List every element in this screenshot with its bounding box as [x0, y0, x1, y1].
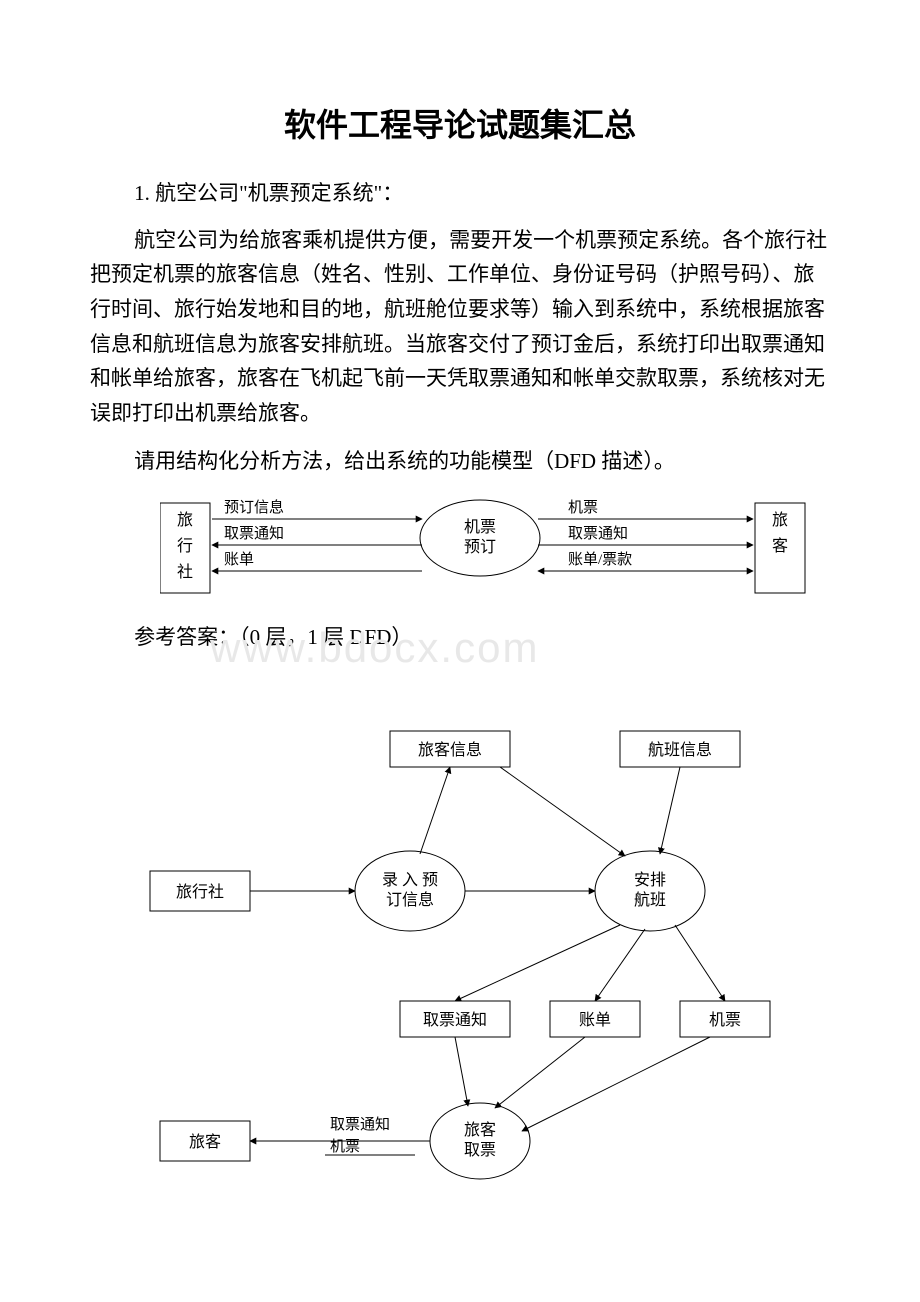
svg-text:机票: 机票 — [709, 1011, 741, 1029]
svg-text:客: 客 — [772, 537, 788, 555]
svg-text:录 入 预: 录 入 预 — [382, 871, 438, 889]
svg-text:旅: 旅 — [772, 511, 788, 529]
svg-text:航班: 航班 — [634, 891, 666, 909]
svg-text:账单: 账单 — [224, 551, 254, 568]
dfd-level0-diagram: 旅行社旅客机票预订预订信息取票通知账单机票取票通知账单/票款 — [160, 493, 830, 613]
svg-text:预订信息: 预订信息 — [224, 499, 284, 516]
svg-text:取票通知: 取票通知 — [224, 525, 284, 542]
svg-text:安排: 安排 — [634, 871, 666, 889]
page-title: 软件工程导论试题集汇总 — [90, 100, 830, 146]
svg-text:旅客: 旅客 — [189, 1133, 221, 1151]
svg-text:旅行社: 旅行社 — [176, 883, 224, 901]
svg-text:旅: 旅 — [177, 511, 193, 529]
svg-text:社: 社 — [177, 563, 193, 581]
dfd-level1-diagram: 旅客信息航班信息旅行社旅客取票通知账单机票录 入 预订信息安排航班旅客取票取票通… — [130, 721, 830, 1201]
svg-text:取票: 取票 — [464, 1142, 496, 1159]
question-1-task: 请用结构化分析方法，给出系统的功能模型（DFD 描述）。 — [90, 444, 830, 479]
svg-text:取票通知: 取票通知 — [568, 525, 628, 542]
svg-text:取票通知: 取票通知 — [423, 1011, 487, 1029]
svg-text:预订: 预订 — [464, 538, 496, 556]
question-1-body: 航空公司为给旅客乘机提供方便，需要开发一个机票预定系统。各个旅行社把预定机票的旅… — [90, 223, 830, 431]
svg-text:机票: 机票 — [330, 1138, 360, 1155]
question-1-label: 1. 航空公司"机票预定系统"： — [90, 176, 830, 211]
svg-text:旅客: 旅客 — [464, 1121, 496, 1139]
svg-text:航班信息: 航班信息 — [648, 741, 712, 759]
svg-text:账单: 账单 — [579, 1011, 611, 1029]
svg-text:机票: 机票 — [568, 499, 598, 516]
svg-text:订信息: 订信息 — [386, 891, 434, 909]
svg-text:机票: 机票 — [464, 518, 496, 536]
svg-text:账单/票款: 账单/票款 — [568, 551, 632, 568]
svg-text:取票通知: 取票通知 — [330, 1116, 390, 1133]
svg-text:行: 行 — [177, 537, 193, 555]
svg-text:旅客信息: 旅客信息 — [418, 741, 482, 759]
answer-label: 参考答案：（0 层，1 层 DFD） — [90, 621, 830, 651]
